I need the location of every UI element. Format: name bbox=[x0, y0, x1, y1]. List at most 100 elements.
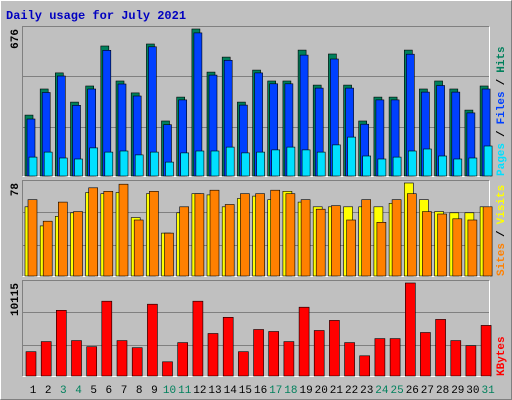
bar bbox=[359, 355, 371, 377]
bar bbox=[40, 341, 52, 377]
bar bbox=[241, 152, 250, 177]
x-tick-label: 17 bbox=[269, 385, 282, 397]
y-tick-label: 676 bbox=[10, 29, 22, 49]
bar bbox=[162, 361, 173, 377]
bar bbox=[422, 211, 432, 277]
bar bbox=[374, 338, 386, 377]
x-tick-label: 1 bbox=[30, 385, 37, 397]
bar bbox=[389, 338, 401, 377]
bar bbox=[438, 155, 447, 177]
bar bbox=[180, 152, 189, 177]
bar bbox=[347, 136, 356, 177]
bar bbox=[376, 222, 387, 277]
x-tick-label: 21 bbox=[330, 385, 344, 397]
bar bbox=[57, 201, 68, 277]
bar bbox=[450, 340, 462, 377]
bar bbox=[465, 345, 477, 377]
x-tick-label: 24 bbox=[375, 385, 389, 397]
bar bbox=[209, 189, 220, 277]
bar bbox=[42, 220, 53, 277]
bar bbox=[300, 199, 311, 277]
bar bbox=[316, 151, 326, 177]
x-tick-label: 27 bbox=[421, 385, 434, 397]
panel-edge-dark bbox=[22, 26, 490, 177]
x-tick-label: 11 bbox=[178, 385, 192, 397]
bar bbox=[194, 193, 205, 277]
bar bbox=[207, 333, 219, 377]
x-tick-label: 19 bbox=[299, 385, 312, 397]
bar bbox=[73, 211, 83, 277]
bar bbox=[89, 147, 98, 177]
bar bbox=[58, 157, 68, 177]
bar bbox=[103, 191, 114, 277]
bar bbox=[270, 189, 281, 277]
bar bbox=[240, 193, 250, 277]
bar bbox=[332, 144, 341, 177]
bar bbox=[118, 183, 129, 277]
bar bbox=[224, 204, 235, 277]
bar bbox=[437, 213, 447, 277]
bar bbox=[116, 340, 128, 377]
bar bbox=[301, 149, 311, 177]
panel-edge-light bbox=[22, 280, 490, 377]
x-tick-label: 8 bbox=[136, 385, 143, 397]
x-tick-label: 18 bbox=[284, 385, 297, 397]
legend: Sites / Visits bbox=[496, 185, 508, 276]
x-tick-label: 22 bbox=[345, 385, 358, 397]
bar bbox=[406, 193, 417, 277]
bar bbox=[27, 199, 38, 277]
bar bbox=[467, 219, 478, 277]
legend-separator: / bbox=[496, 78, 508, 85]
bar bbox=[377, 158, 387, 177]
x-tick-label: 28 bbox=[436, 385, 449, 397]
bar bbox=[298, 306, 310, 377]
bar bbox=[149, 191, 159, 277]
x-tick-label: 13 bbox=[208, 385, 221, 397]
x-tick-label: 2 bbox=[45, 385, 52, 397]
x-tick-label: 15 bbox=[239, 385, 252, 397]
x-tick-label: 29 bbox=[451, 385, 464, 397]
bar bbox=[195, 150, 205, 177]
bar bbox=[71, 340, 82, 377]
x-tick-label: 31 bbox=[481, 385, 495, 397]
legend-entry: Pages bbox=[496, 143, 508, 176]
y-tick-label: 10115 bbox=[10, 283, 22, 316]
bar bbox=[238, 351, 249, 377]
legend-entry: Hits bbox=[496, 46, 508, 72]
bar bbox=[391, 199, 402, 277]
bar bbox=[435, 319, 446, 377]
bar bbox=[150, 151, 159, 177]
bar bbox=[119, 150, 129, 177]
legend-entry: Visits bbox=[496, 185, 508, 225]
legend-separator: / bbox=[496, 230, 508, 237]
x-tick-label: 23 bbox=[360, 385, 373, 397]
bar bbox=[225, 146, 235, 177]
x-tick-label: 26 bbox=[406, 385, 419, 397]
bar bbox=[329, 320, 340, 377]
bar bbox=[362, 155, 372, 177]
x-tick-label: 25 bbox=[390, 385, 403, 397]
bar bbox=[453, 158, 463, 177]
bar bbox=[134, 154, 144, 177]
bar bbox=[253, 329, 264, 377]
bar bbox=[222, 316, 234, 377]
x-tick-label: 12 bbox=[193, 385, 206, 397]
panel-edge-dark bbox=[22, 280, 490, 377]
bar bbox=[177, 342, 188, 377]
bar bbox=[256, 151, 265, 177]
bar bbox=[101, 300, 113, 377]
x-tick-label: 5 bbox=[90, 385, 97, 397]
x-tick-label: 16 bbox=[254, 385, 267, 397]
bar bbox=[74, 158, 83, 177]
panel-edge-light bbox=[22, 26, 490, 177]
bar bbox=[55, 309, 67, 377]
bar bbox=[480, 325, 492, 377]
bar bbox=[361, 199, 372, 277]
bar bbox=[483, 145, 493, 177]
bar bbox=[423, 148, 432, 177]
bar bbox=[131, 347, 143, 377]
panel-edge-dark bbox=[22, 180, 490, 277]
